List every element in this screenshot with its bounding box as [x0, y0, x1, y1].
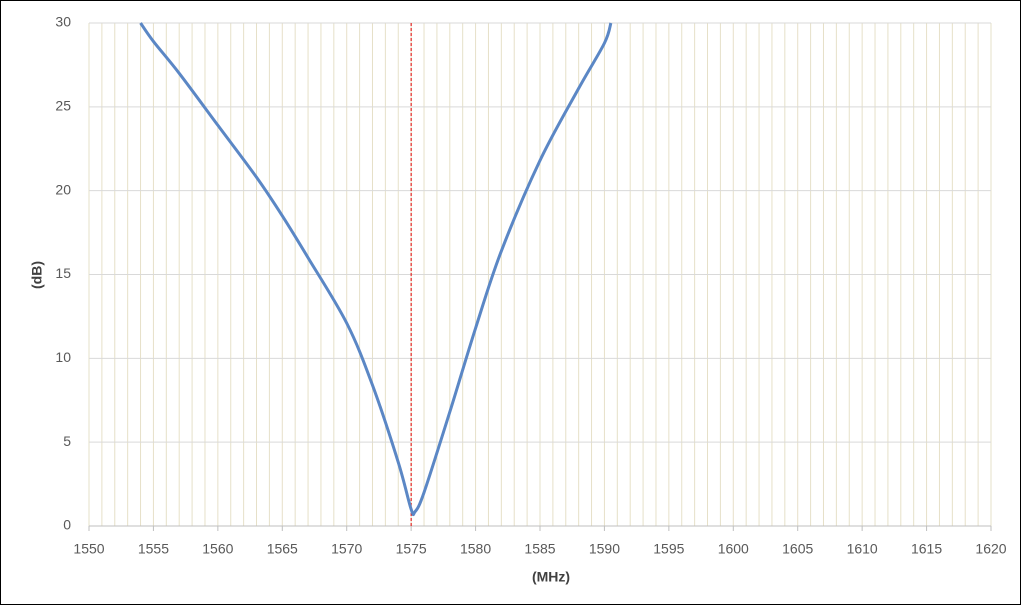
x-tick-label: 1580	[460, 541, 491, 557]
x-axis-label: (MHz)	[532, 569, 570, 585]
x-tick-label: 1590	[589, 541, 620, 557]
y-tick-label: 25	[55, 98, 71, 114]
x-tick-label: 1560	[202, 541, 233, 557]
y-tick-label: 20	[55, 181, 71, 197]
x-tick-label: 1620	[975, 541, 1006, 557]
x-tick-label: 1595	[653, 541, 684, 557]
x-tick-label: 1585	[524, 541, 555, 557]
y-tick-label: 10	[55, 349, 71, 365]
y-tick-label: 0	[63, 517, 71, 533]
x-tick-label: 1555	[138, 541, 169, 557]
y-axis-label: (dB)	[29, 261, 45, 289]
x-tick-label: 1550	[73, 541, 104, 557]
y-tick-label: 15	[55, 265, 71, 281]
data-line	[139, 22, 613, 517]
x-tick-label: 1575	[396, 541, 427, 557]
y-tick-label: 30	[55, 14, 71, 30]
x-tick-label: 1605	[782, 541, 813, 557]
x-tick-label: 1610	[847, 541, 878, 557]
x-tick-label: 1565	[267, 541, 298, 557]
y-tick-label: 5	[63, 433, 71, 449]
x-tick-label: 1600	[718, 541, 749, 557]
x-tick-label: 1615	[911, 541, 942, 557]
x-tick-label: 1570	[331, 541, 362, 557]
